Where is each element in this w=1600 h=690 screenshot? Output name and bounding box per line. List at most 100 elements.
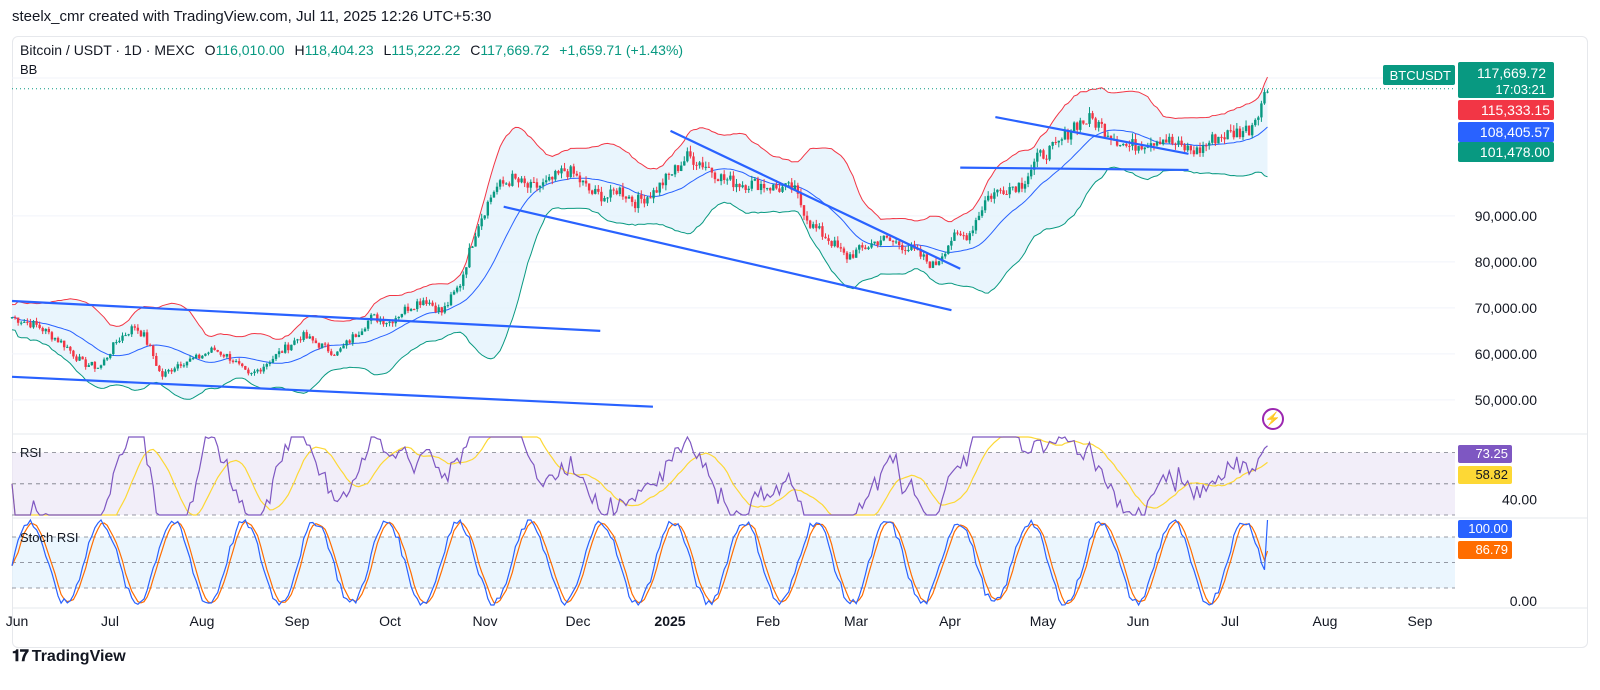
candle-body	[495, 186, 499, 192]
candle-body	[1247, 125, 1251, 136]
candle-body	[1091, 113, 1094, 119]
candle-body	[971, 230, 975, 234]
candle-body	[529, 181, 532, 188]
candle-body	[373, 314, 376, 316]
candle-body	[1060, 139, 1064, 141]
candle-body	[707, 166, 711, 168]
candle-body	[173, 368, 176, 372]
candle-body	[1241, 131, 1245, 138]
watermark-text: TradingView	[31, 648, 126, 665]
candle-body	[796, 185, 800, 194]
candle-body	[440, 307, 443, 313]
candle-body	[47, 328, 51, 333]
candle-body	[514, 173, 517, 179]
candle-body	[901, 245, 904, 251]
open-value: 116,010.00	[215, 42, 285, 58]
candle-body	[1171, 136, 1174, 144]
candle-body	[692, 156, 695, 165]
candle-body	[864, 247, 867, 250]
candle-body	[130, 326, 133, 335]
candle-body	[145, 332, 149, 345]
candle-body	[118, 340, 121, 343]
candle-body	[204, 353, 207, 356]
candle-body	[799, 193, 803, 206]
time-tick-label: 2025	[654, 613, 685, 629]
candle-body	[225, 354, 229, 357]
candle-body	[124, 335, 127, 337]
candle-body	[965, 235, 968, 241]
candle-body	[1042, 150, 1045, 159]
candle-body	[701, 162, 704, 168]
candle-body	[759, 183, 763, 191]
bb-indicator-label[interactable]: BB	[20, 62, 38, 77]
candle-body	[412, 309, 416, 311]
candle-body	[999, 189, 1002, 191]
candle-body	[1165, 139, 1168, 143]
candle-body	[409, 309, 413, 311]
tradingview-watermark[interactable]: 𝟏𝟕 TradingView	[12, 648, 126, 666]
candle-body	[944, 253, 947, 257]
candle-body	[578, 175, 582, 183]
candle-body	[1155, 141, 1159, 146]
candle-body	[274, 354, 278, 359]
candle-body	[284, 344, 287, 353]
candle-body	[216, 350, 219, 352]
bolt-icon[interactable]: ⚡	[1262, 408, 1284, 430]
rsi-value-tag: 73.25	[1475, 446, 1508, 461]
candle-body	[397, 316, 400, 319]
candle-body	[1201, 145, 1205, 153]
candle-body	[360, 331, 364, 335]
candle-body	[572, 166, 575, 174]
candle-body	[483, 215, 486, 219]
candle-body	[1235, 128, 1239, 138]
candle-body	[87, 365, 90, 367]
candle-body	[1020, 182, 1024, 189]
candle-body	[1250, 125, 1254, 136]
time-tick-label: Aug	[1313, 613, 1338, 629]
candle-body	[818, 226, 821, 229]
candle-body	[891, 240, 895, 242]
symbol-name[interactable]: Bitcoin / USDT · 1D · MEXC	[20, 42, 195, 58]
candle-body	[762, 183, 766, 189]
candle-body	[465, 267, 468, 275]
candle-body	[23, 321, 26, 323]
open-label: O	[204, 42, 216, 58]
candle-body	[501, 180, 505, 184]
stoch-rsi-indicator-label[interactable]: Stoch RSI	[20, 530, 79, 545]
candle-body	[1223, 137, 1226, 140]
chart-frame	[12, 36, 1588, 648]
candle-body	[458, 285, 462, 288]
candle-body	[462, 274, 465, 286]
candle-body	[72, 350, 75, 357]
candle-body	[1137, 146, 1140, 151]
close-label: C	[470, 42, 481, 58]
candle-body	[20, 322, 23, 324]
candle-body	[102, 359, 106, 366]
candle-body	[812, 224, 815, 228]
candle-body	[959, 233, 962, 236]
candle-body	[1244, 125, 1248, 132]
candle-body	[13, 317, 17, 319]
candle-body	[234, 361, 238, 363]
stoch-d-value-tag-bg	[1458, 541, 1512, 559]
rsi-line	[11, 435, 1268, 517]
candle-body	[673, 165, 677, 175]
candle-body	[649, 197, 652, 199]
candle-body	[1103, 123, 1107, 137]
candle-body	[765, 188, 769, 190]
candle-body	[683, 161, 686, 166]
candle-body	[434, 305, 437, 313]
candle-body	[290, 344, 293, 351]
candle-body	[336, 351, 339, 356]
candle-body	[1082, 120, 1085, 124]
candle-body	[1036, 152, 1039, 162]
candle-body	[569, 166, 572, 178]
candle-body	[1054, 141, 1057, 143]
candle-body	[265, 364, 268, 367]
price-tick-label: 50,000.00	[1475, 392, 1537, 408]
candle-body	[333, 354, 336, 356]
candle-body	[808, 220, 812, 228]
rsi-indicator-label[interactable]: RSI	[20, 445, 42, 460]
bb-lower-price-tag: 101,478.00	[1480, 144, 1550, 160]
